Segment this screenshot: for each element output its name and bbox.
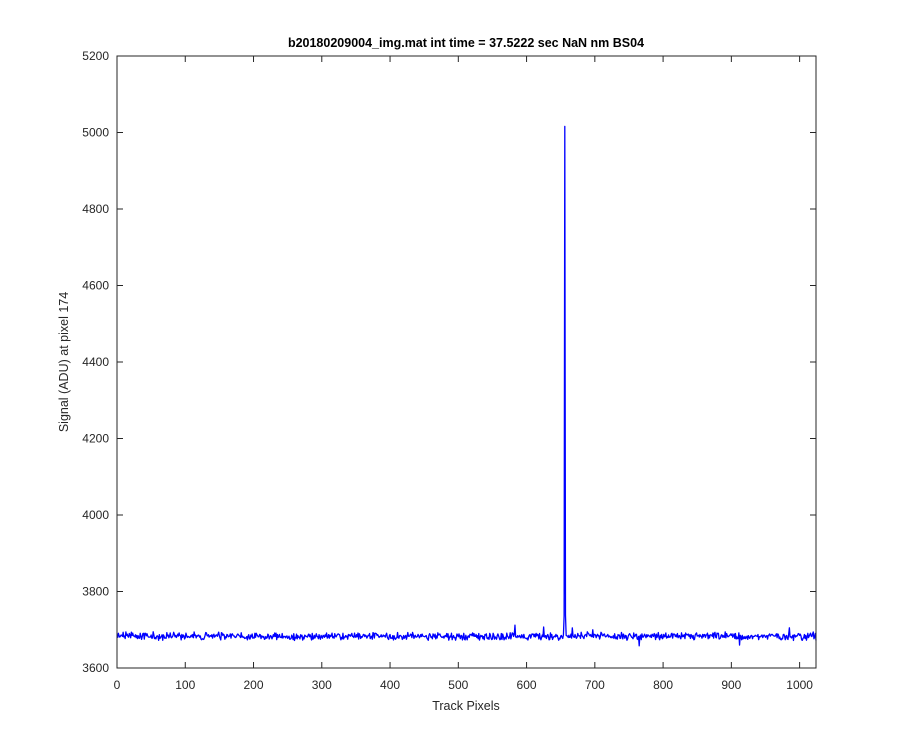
y-axis: 3600 3800 4000 4200 4400 4600 4800 5000 5200 [82,49,816,675]
x-axis: 0 100 200 300 400 500 600 700 800 900 1000 [114,56,813,692]
x-axis-label: Track Pixels [432,699,500,713]
x-tick-label: 200 [244,678,264,692]
y-tick-label: 4200 [82,432,109,446]
plot-area [117,56,816,668]
x-tick-label: 800 [653,678,673,692]
y-axis-label: Signal (ADU) at pixel 174 [57,292,71,432]
signal-series-line [117,125,817,647]
x-tick-label: 1000 [786,678,813,692]
x-tick-label: 600 [517,678,537,692]
y-tick-label: 4400 [82,355,109,369]
chart-title: b20180209004_img.mat int time = 37.5222 … [288,36,644,50]
y-tick-label: 4600 [82,279,109,293]
y-tick-label: 5200 [82,49,109,63]
x-tick-label: 400 [380,678,400,692]
x-tick-label: 0 [114,678,121,692]
x-tick-label: 700 [585,678,605,692]
y-tick-label: 5000 [82,126,109,140]
y-tick-label: 3800 [82,585,109,599]
y-tick-label: 4800 [82,202,109,216]
x-tick-label: 500 [448,678,468,692]
x-tick-label: 300 [312,678,332,692]
data-layer [117,125,817,647]
y-tick-label: 3600 [82,661,109,675]
y-tick-label: 4000 [82,508,109,522]
x-tick-label: 100 [175,678,195,692]
x-tick-label: 900 [721,678,741,692]
